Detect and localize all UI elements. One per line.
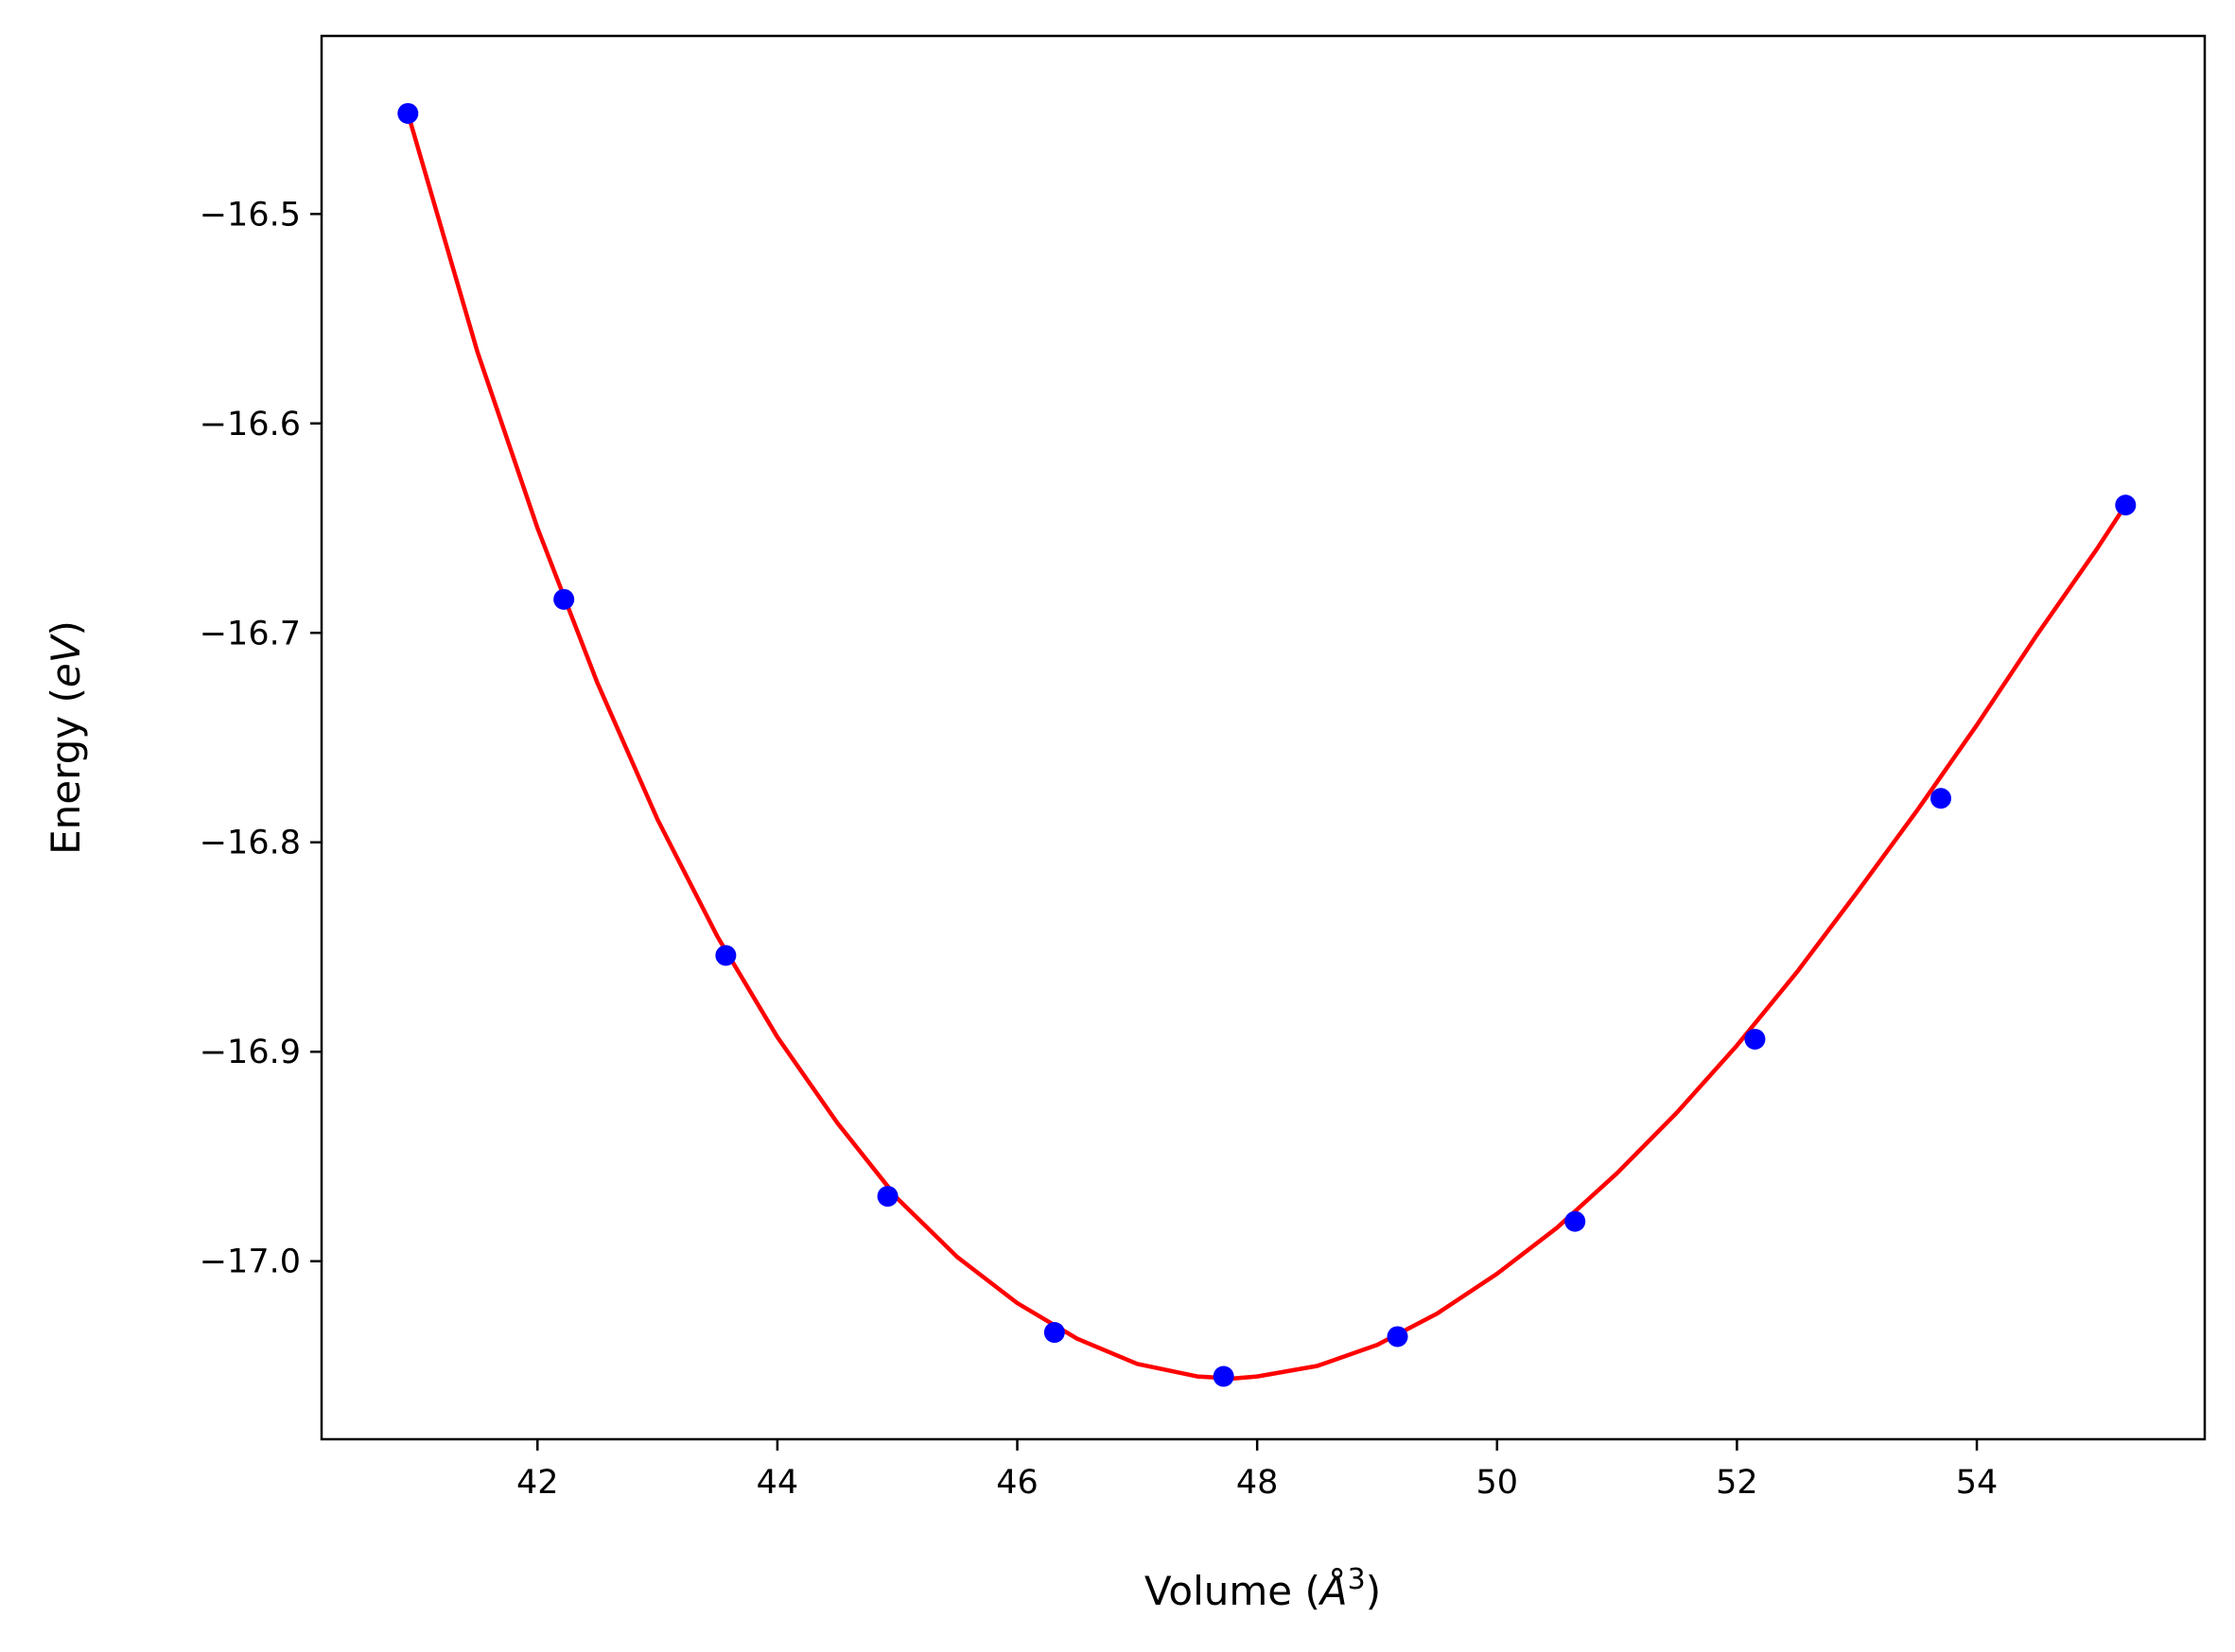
plot-area	[320, 34, 2207, 1441]
y-axis-ticks: −16.5 −16.6 −16.7 −16.8 −16.9 −17.0	[200, 196, 322, 1281]
data-point	[2115, 495, 2137, 516]
x-tick-label: 50	[1476, 1464, 1519, 1502]
data-point	[1564, 1210, 1586, 1232]
data-point	[1387, 1326, 1408, 1348]
data-point	[1744, 1028, 1766, 1050]
data-point	[397, 102, 419, 124]
x-tick-label: 46	[996, 1464, 1039, 1502]
fit-curve-line	[406, 113, 2128, 1382]
series-layer	[397, 102, 2137, 1387]
x-axis-label: Volume (Å3)	[1144, 1563, 1381, 1615]
y-tick-label: −16.7	[200, 615, 301, 652]
x-axis-ticks: 42 44 46 48 50 52 54	[516, 1439, 1998, 1502]
data-point	[877, 1186, 899, 1208]
y-axis-label: Energy (eV)	[43, 620, 89, 855]
y-tick-label: −16.8	[200, 825, 301, 862]
data-point	[1043, 1322, 1065, 1344]
x-tick-label: 52	[1716, 1464, 1758, 1502]
data-point	[553, 588, 575, 610]
x-tick-label: 44	[757, 1464, 799, 1502]
data-point	[715, 945, 737, 966]
x-tick-label: 54	[1956, 1464, 1999, 1502]
x-tick-label: 42	[516, 1464, 559, 1502]
data-point	[1213, 1365, 1234, 1387]
x-tick-label: 48	[1236, 1464, 1279, 1502]
data-point	[1930, 788, 1952, 809]
y-tick-label: −16.6	[200, 406, 301, 443]
y-tick-label: −17.0	[200, 1243, 301, 1281]
y-tick-label: −16.9	[200, 1034, 301, 1071]
y-tick-label: −16.5	[200, 196, 301, 234]
